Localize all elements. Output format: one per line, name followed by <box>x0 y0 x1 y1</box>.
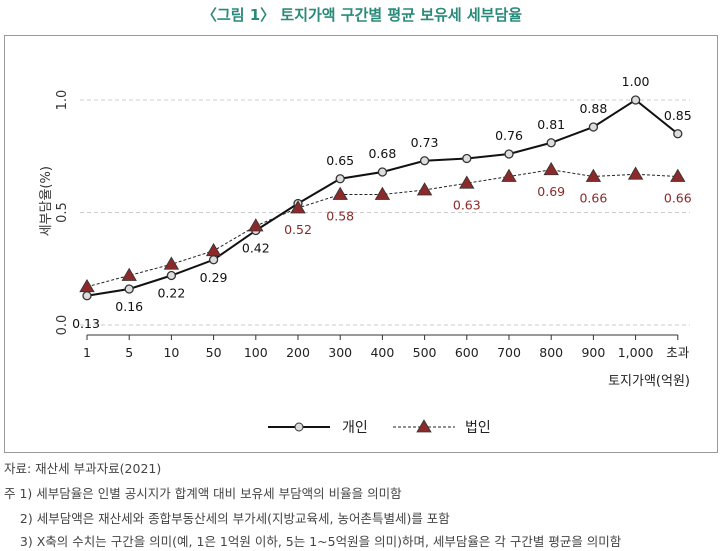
x-tick-label: 800 <box>539 345 563 360</box>
x-tick-label: 400 <box>370 345 394 360</box>
x-tick-label: 600 <box>455 345 479 360</box>
legend-marker-circle <box>294 422 304 432</box>
legend-label: 개인 <box>342 420 368 436</box>
data-point-triangle <box>248 218 264 232</box>
data-point-circle <box>124 284 134 294</box>
data-point-triangle <box>290 200 306 214</box>
data-label: 0.81 <box>537 117 565 132</box>
data-point-triangle <box>585 168 602 182</box>
source-note: 자료: 재산세 부과자료(2021) <box>4 461 162 476</box>
x-tick-label: 초과 <box>666 345 690 360</box>
data-label: 0.22 <box>157 286 185 301</box>
data-point-circle <box>335 174 345 184</box>
legend-label: 법인 <box>465 420 491 436</box>
data-label: 0.29 <box>200 270 228 285</box>
data-label: 0.88 <box>579 101 607 116</box>
y-tick-label: 0.5 <box>55 202 70 223</box>
chart-frame <box>4 35 718 453</box>
data-label: 0.73 <box>411 135 439 150</box>
data-label: 0.52 <box>284 222 312 237</box>
data-point-circle <box>546 138 556 148</box>
footnote-3: 3) X축의 수치는 구간을 의미(예, 1은 1억원 이하, 5는 1~5억원… <box>4 534 622 549</box>
data-label: 0.66 <box>664 191 692 206</box>
data-point-circle <box>377 167 388 177</box>
x-tick-label: 100 <box>244 345 268 360</box>
data-label: 0.85 <box>664 108 692 123</box>
x-tick-label: 900 <box>581 345 605 360</box>
x-tick-label: 5 <box>125 345 133 360</box>
x-tick-label: 1,000 <box>618 345 654 360</box>
x-tick-label: 700 <box>497 345 521 360</box>
data-point-triangle <box>670 168 686 182</box>
data-point-triangle <box>332 186 348 200</box>
data-label: 0.63 <box>453 197 481 212</box>
data-label: 1.00 <box>622 74 650 89</box>
data-point-triangle <box>163 256 180 270</box>
x-tick-label: 50 <box>206 345 222 360</box>
data-point-circle <box>419 156 430 166</box>
data-label: 0.76 <box>495 128 523 143</box>
data-point-circle <box>166 270 177 281</box>
data-point-triangle <box>543 161 559 176</box>
data-label: 0.68 <box>368 146 396 161</box>
data-point-triangle <box>459 175 475 189</box>
data-point-triangle <box>416 182 433 196</box>
data-label: 0.13 <box>72 316 100 331</box>
data-point-circle <box>673 129 683 139</box>
data-point-circle <box>208 255 219 265</box>
data-point-triangle <box>79 278 95 293</box>
x-axis-label: 토지가액(억원) <box>608 374 690 389</box>
x-tick-label: 1 <box>83 345 91 360</box>
x-tick-label: 300 <box>328 345 352 360</box>
footnote-2: 2) 세부담액은 재산세와 종합부동산세의 부가세(지방교육세, 농어촌특별세)… <box>4 511 450 526</box>
x-tick-label: 200 <box>286 345 310 360</box>
data-point-triangle <box>121 267 137 281</box>
data-point-triangle <box>205 242 222 257</box>
data-point-circle <box>462 153 472 164</box>
data-label: 0.69 <box>537 184 565 199</box>
line-chart: 0.0 0.5 1.0 세부담율(%) 1 5 10 50 100 200 300 400 500 600… <box>39 74 692 436</box>
data-label: 0.58 <box>326 209 354 224</box>
data-point-triangle <box>627 166 644 180</box>
data-point-triangle <box>501 168 517 182</box>
legend-marker-triangle <box>416 419 432 433</box>
y-tick-label: 0.0 <box>55 315 70 336</box>
data-point-circle <box>630 95 641 105</box>
y-tick-label: 1.0 <box>55 90 70 111</box>
data-point-circle <box>504 149 514 159</box>
x-tick-label: 10 <box>163 345 179 360</box>
data-label: 0.16 <box>115 299 143 314</box>
y-axis-label: 세부담율(%) <box>39 166 54 236</box>
footnote-1: 주 1) 세부담율은 인별 공시지가 합계액 대비 보유세 부담액의 비율을 의… <box>4 486 402 501</box>
data-point-circle <box>588 122 599 132</box>
x-tick-label: 500 <box>413 345 437 360</box>
data-point-circle <box>82 291 92 301</box>
data-label: 0.42 <box>242 241 270 256</box>
data-label: 0.65 <box>326 153 354 168</box>
data-label: 0.66 <box>579 191 607 206</box>
data-point-triangle <box>374 186 391 200</box>
figure-title: 〈그림 1〉 토지가액 구간별 평균 보유세 세부담율 <box>201 6 523 24</box>
